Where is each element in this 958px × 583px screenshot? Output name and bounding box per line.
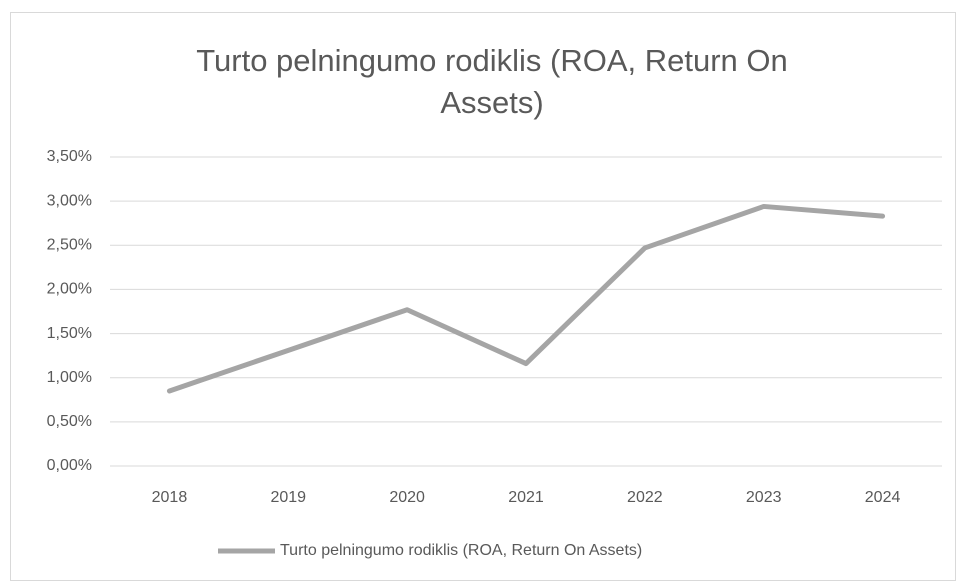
- y-tick-label: 1,50%: [47, 325, 92, 342]
- x-tick-label: 2023: [746, 489, 782, 506]
- x-tick-label: 2018: [152, 489, 188, 506]
- legend-label: Turto pelningumo rodiklis (ROA, Return O…: [280, 542, 642, 559]
- x-tick-label: 2024: [865, 489, 901, 506]
- chart-title: Turto pelningumo rodiklis (ROA, Return O…: [196, 43, 788, 120]
- y-tick-label: 0,00%: [47, 457, 92, 474]
- x-tick-label: 2020: [389, 489, 425, 506]
- y-tick-label: 1,00%: [47, 369, 92, 386]
- y-tick-label: 3,50%: [47, 148, 92, 165]
- y-tick-label: 2,50%: [47, 237, 92, 254]
- y-tick-label: 0,50%: [47, 413, 92, 430]
- x-tick-label: 2021: [508, 489, 544, 506]
- x-tick-label: 2022: [627, 489, 663, 506]
- data-line: [166, 203, 886, 394]
- y-tick-label: 2,00%: [47, 281, 92, 298]
- chart-frame: [10, 12, 956, 581]
- y-tick-label: 3,00%: [47, 192, 92, 209]
- x-tick-label: 2019: [270, 489, 306, 506]
